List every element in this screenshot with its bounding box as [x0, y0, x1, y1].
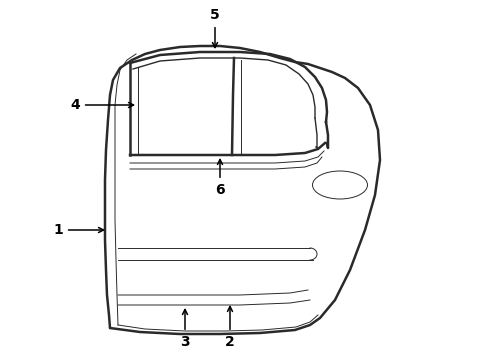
Text: 3: 3	[180, 310, 190, 349]
Text: 2: 2	[225, 306, 235, 349]
Text: 5: 5	[210, 8, 220, 48]
Text: 1: 1	[53, 223, 103, 237]
Text: 6: 6	[215, 159, 225, 197]
Text: 4: 4	[70, 98, 133, 112]
